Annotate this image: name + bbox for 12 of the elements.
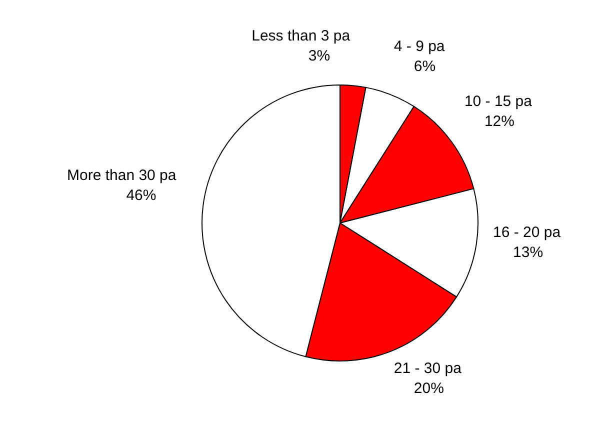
- data-label: 12%: [484, 112, 514, 130]
- data-label: 20%: [414, 380, 444, 397]
- data-label: 3%: [308, 48, 330, 65]
- slice-label: 4 - 9 pa: [394, 38, 446, 56]
- data-label: 13%: [513, 244, 544, 262]
- slice-label: More than 30 pa: [67, 166, 177, 184]
- slice-label: Less than 3 pa: [252, 28, 351, 45]
- slice-label: 10 - 15 pa: [464, 92, 533, 110]
- data-label: 6%: [414, 58, 436, 76]
- data-label: 46%: [126, 186, 156, 204]
- slice-label: 21 - 30 pa: [394, 360, 462, 377]
- slice-label: 16 - 20 pa: [493, 224, 562, 242]
